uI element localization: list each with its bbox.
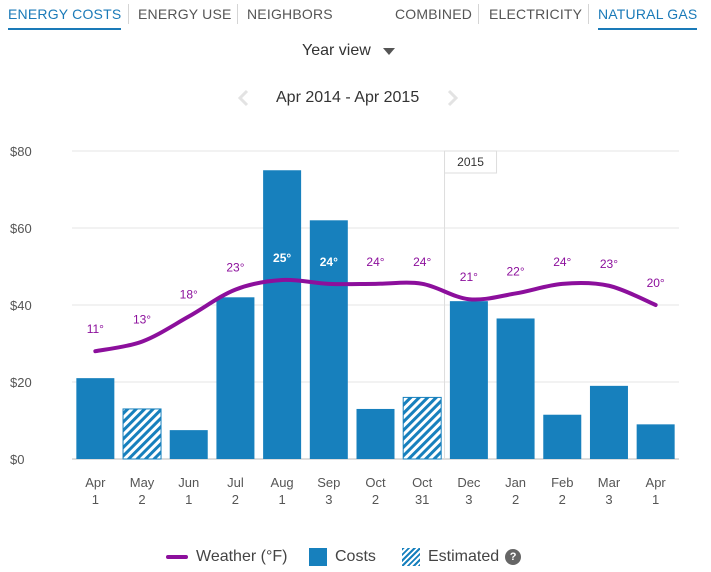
x-tick-day: 2 [372,492,379,507]
date-range-navigator: Apr 2014 - Apr 2015 [234,86,464,110]
tab-energy-use[interactable]: ENERGY USE [138,6,232,22]
estimated-cost-bar [402,396,442,460]
y-tick-label: $20 [10,375,32,390]
tab-energy-costs[interactable]: ENERGY COSTS [8,6,122,30]
x-tick-month: Dec [457,475,481,490]
temperature-label: 23° [226,261,244,275]
x-tick-day: 1 [185,492,192,507]
weather-curve [93,277,658,354]
cost-bar [169,430,208,459]
temperature-label: 24° [413,255,431,269]
x-tick-day: 2 [138,492,145,507]
legend-costs[interactable]: Costs [309,548,376,566]
weather-line [93,277,658,354]
tab-divider [128,4,129,24]
chevron-down-icon [382,47,395,55]
temperature-label: 18° [180,288,198,302]
chevron-left-icon[interactable] [234,88,254,108]
x-tick-month: Oct [412,475,433,490]
x-tick-day: 1 [278,492,285,507]
estimated-swatch [402,548,420,566]
temperature-label: 13° [133,313,151,327]
x-tick-day: 31 [415,492,429,507]
legend-weather-label: Weather (°F) [196,548,288,565]
x-tick-day: 3 [605,492,612,507]
legend-estimated[interactable]: Estimated ? [402,548,522,566]
x-tick-month: Feb [551,475,573,490]
tab-combined[interactable]: COMBINED [395,6,473,22]
temperature-label: 25° [273,251,291,265]
costs-swatch [309,548,327,566]
x-tick-day: 2 [559,492,566,507]
x-tick-day: 1 [652,492,659,507]
legend-weather[interactable]: Weather (°F) [166,548,287,566]
legend-estimated-label: Estimated [428,548,500,565]
year-marker-label: 2015 [457,155,484,169]
weather-line-swatch [166,555,188,559]
x-tick-month: Jul [227,475,244,490]
tab-bar: ENERGY COSTS ENERGY USE NEIGHBORS COMBIN… [0,0,711,34]
cost-bar [263,170,302,459]
y-tick-label: $0 [10,452,24,467]
tab-neighbors[interactable]: NEIGHBORS [247,6,333,22]
year-marker: 2015 [444,150,498,459]
cost-bar [496,318,535,459]
chevron-right-icon[interactable] [442,88,462,108]
x-tick-month: Mar [598,475,621,490]
x-tick-month: Apr [85,475,106,490]
y-axis: $0 $20 $40 $60 $80 [10,144,32,467]
weather-labels: 11° 13° 18° 23° 25° 24° 24° 24° 21° 22° 24° 23° 20° [87,251,665,336]
temperature-label: 24° [553,255,571,269]
tab-divider [478,4,479,24]
x-tick-month: Oct [365,475,386,490]
cost-bar [543,414,582,459]
tab-divider [237,4,238,24]
temperature-label: 24° [366,255,384,269]
temperature-label: 22° [506,264,524,278]
estimated-cost-bar [122,408,162,460]
x-axis: Apr1May2Jun1Jul2Aug1Sep3Oct2Oct31Dec3Jan… [85,475,666,507]
cost-bar [216,297,255,459]
x-tick-day: 3 [325,492,332,507]
tab-divider [588,4,589,24]
x-tick-month: May [130,475,155,490]
cost-bar [589,385,628,459]
y-tick-label: $60 [10,221,32,236]
y-tick-label: $80 [10,144,32,159]
temperature-label: 24° [320,255,338,269]
temperature-label: 11° [87,322,104,336]
cost-bar [449,301,488,459]
cost-bar [309,220,348,459]
temperature-label: 20° [647,276,665,290]
x-tick-month: Aug [271,475,294,490]
x-tick-month: Jun [178,475,199,490]
x-tick-day: 2 [512,492,519,507]
date-range-label: Apr 2014 - Apr 2015 [276,89,420,106]
cost-bars [76,170,675,460]
view-select-dropdown[interactable]: Year view [302,42,395,60]
x-tick-day: 1 [92,492,99,507]
x-tick-month: Sep [317,475,340,490]
x-tick-day: 2 [232,492,239,507]
x-tick-month: Jan [505,475,526,490]
energy-cost-chart: $0 $20 $40 $60 $80 2015 11° 13° 18° 23° 25° 24° 24… [10,144,679,507]
x-tick-day: 3 [465,492,472,507]
chart-legend: Weather (°F) Costs Estimated ? [0,548,711,570]
x-tick-month: Apr [646,475,667,490]
year-marker-box [444,150,498,174]
legend-costs-label: Costs [335,548,376,565]
cost-bar [76,378,115,459]
help-icon[interactable]: ? [505,549,522,565]
tab-natural-gas[interactable]: NATURAL GAS [598,6,698,30]
cost-bar [636,424,675,459]
y-tick-label: $40 [10,298,32,313]
temperature-label: 21° [460,270,478,284]
view-select-value: Year view [302,42,371,59]
cost-bar [356,408,395,459]
tab-electricity[interactable]: ELECTRICITY [489,6,583,22]
temperature-label: 23° [600,257,618,271]
